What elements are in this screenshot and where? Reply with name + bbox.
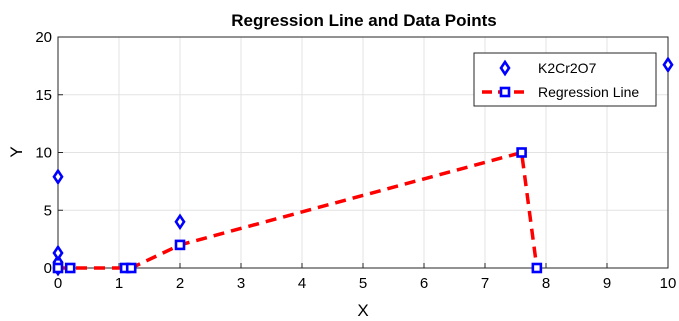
square-marker bbox=[125, 262, 137, 274]
square-marker bbox=[174, 239, 186, 251]
x-axis-label: X bbox=[357, 301, 368, 320]
y-tick-label: 10 bbox=[35, 145, 52, 162]
legend: K2Cr2O7 Regression Line bbox=[473, 52, 657, 107]
chart-title: Regression Line and Data Points bbox=[231, 11, 496, 30]
diamond-marker bbox=[174, 213, 186, 231]
square-marker bbox=[531, 262, 543, 274]
legend-label: K2Cr2O7 bbox=[538, 60, 597, 76]
x-tick-label: 9 bbox=[603, 275, 611, 292]
y-tick-label: 15 bbox=[35, 87, 52, 104]
diamond-marker bbox=[499, 59, 511, 77]
x-tick-label: 10 bbox=[660, 275, 677, 292]
y-axis-ticks: 0 5 10 15 20 bbox=[35, 29, 63, 277]
y-tick-label: 0 bbox=[44, 260, 52, 277]
x-tick-label: 2 bbox=[176, 275, 184, 292]
series-regression-line bbox=[52, 147, 543, 274]
y-axis-label: Y bbox=[7, 146, 26, 157]
diamond-marker bbox=[52, 244, 64, 262]
square-marker bbox=[516, 147, 527, 158]
diamond-marker bbox=[52, 168, 64, 186]
x-tick-label: 8 bbox=[542, 275, 550, 292]
diamond-marker bbox=[662, 56, 674, 74]
x-axis-ticks: 0 1 2 3 4 5 6 7 8 9 10 bbox=[54, 263, 677, 292]
square-marker bbox=[499, 86, 511, 98]
x-tick-label: 4 bbox=[298, 275, 306, 292]
square-marker bbox=[52, 262, 64, 274]
square-marker bbox=[64, 262, 76, 274]
x-tick-label: 6 bbox=[420, 275, 428, 292]
x-tick-label: 0 bbox=[54, 275, 62, 292]
x-tick-label: 7 bbox=[481, 275, 489, 292]
x-tick-label: 3 bbox=[237, 275, 245, 292]
legend-label: Regression Line bbox=[538, 84, 639, 100]
x-tick-label: 5 bbox=[359, 275, 367, 292]
x-tick-label: 1 bbox=[115, 275, 123, 292]
series-group bbox=[52, 56, 674, 277]
y-tick-label: 5 bbox=[44, 202, 52, 219]
y-tick-label: 20 bbox=[35, 29, 52, 46]
